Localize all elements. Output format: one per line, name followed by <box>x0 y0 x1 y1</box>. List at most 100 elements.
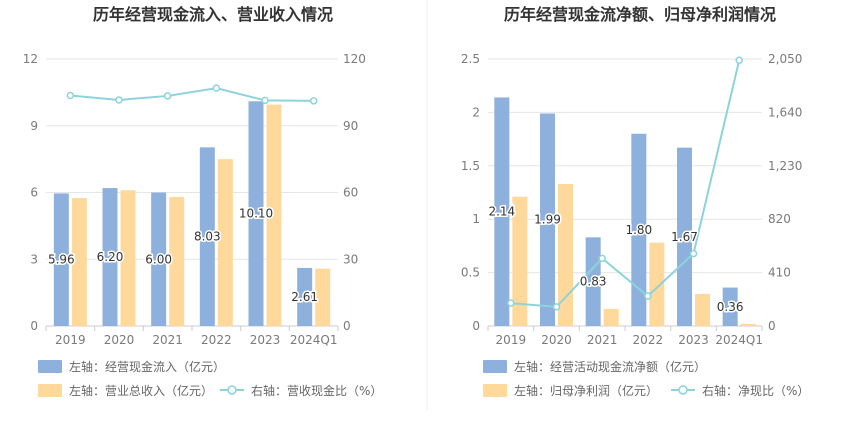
legend-swatch-series-2 <box>38 384 62 397</box>
line-point <box>598 254 606 263</box>
left-axis-tick: 1.5 <box>461 159 480 173</box>
bar-series-1 <box>53 193 69 326</box>
legend-label-series-2: 左轴：归母净利润（亿元） <box>514 383 658 398</box>
bar-series-1 <box>151 192 167 326</box>
data-label: 1.99 <box>534 213 561 227</box>
x-axis-tick-label: 2022 <box>201 333 232 347</box>
left-axis-tick: 1 <box>472 212 480 226</box>
line-point <box>689 249 698 258</box>
right-axis-tick: 2,050 <box>768 52 802 66</box>
right-axis-tick: 1,640 <box>768 105 802 119</box>
line-point <box>644 292 652 300</box>
data-label: 0.36 <box>717 300 744 314</box>
x-axis-tick-label: 2020 <box>541 333 572 347</box>
line-point <box>163 92 172 100</box>
line-point <box>115 96 123 104</box>
right-axis-tick: 820 <box>768 212 791 226</box>
right-axis-tick: 0 <box>343 319 351 333</box>
right-axis-tick: 30 <box>343 252 358 266</box>
chart-title: 历年经营现金流净额、归母净利润情况 <box>504 5 776 24</box>
left-axis-tick: 12 <box>23 52 38 66</box>
legend-marker-series-3 <box>678 385 688 395</box>
data-label: 1.80 <box>625 223 652 237</box>
right-axis-tick: 0 <box>768 319 776 333</box>
left-axis-tick: 0 <box>472 319 480 333</box>
bar-series-2 <box>512 196 528 326</box>
bar-series-2 <box>266 104 282 326</box>
bar-series-2 <box>649 242 665 326</box>
right-axis-tick: 60 <box>343 186 358 200</box>
x-axis-tick-label: 2020 <box>104 333 135 347</box>
bar-series-1 <box>248 101 264 327</box>
bar-series-1 <box>585 237 601 326</box>
bar-series-2 <box>558 183 573 326</box>
bar-series-2 <box>740 323 756 326</box>
data-label: 10.10 <box>239 207 273 221</box>
legend-label-series-1: 左轴：经营现金流入（亿元） <box>69 359 225 374</box>
chart-panel-2: 历年经营现金流净额、归母净利润情况 0 0.5 1 1.5 2 2.5 0 410 820 1,23… <box>461 5 810 398</box>
bar-series-2 <box>120 190 136 326</box>
legend-label-series-3: 右轴：净现比（%） <box>702 383 809 398</box>
left-axis-tick: 0 <box>30 319 38 333</box>
x-axis-tick-label: 2023 <box>678 333 709 347</box>
x-axis-tick-label: 2019 <box>55 333 86 347</box>
line-series-3 <box>510 60 741 308</box>
legend-label-series-3: 右轴：营收现金比（%） <box>251 383 382 398</box>
x-axis-tick-label: 2024Q1 <box>715 333 763 347</box>
chart-title: 历年经营现金流入、营业收入情况 <box>93 5 333 24</box>
bar-series-2 <box>217 159 233 326</box>
x-axis-tick-label: 2021 <box>587 333 618 347</box>
legend-marker-series-3 <box>227 385 237 395</box>
bar-series-2 <box>71 198 87 326</box>
bar-series-2 <box>603 308 619 326</box>
legend-label-series-1: 左轴：经营活动现金流净额（亿元） <box>514 359 706 374</box>
line-point <box>735 56 743 65</box>
bar-series-2 <box>695 293 710 326</box>
legend-swatch-series-1 <box>38 360 62 373</box>
line-point <box>212 84 221 92</box>
line-point <box>552 303 561 311</box>
right-axis-tick: 1,230 <box>768 159 802 173</box>
bar-series-1 <box>102 188 118 326</box>
right-axis-tick: 90 <box>343 119 358 133</box>
x-axis-tick-label: 2022 <box>633 333 664 347</box>
legend-swatch-series-2 <box>483 384 507 397</box>
bar-series-1 <box>631 133 647 326</box>
x-axis-tick-label: 2021 <box>152 333 183 347</box>
x-axis-tick-label: 2024Q1 <box>290 333 338 347</box>
bar-series-1 <box>722 287 738 326</box>
left-axis-tick: 0.5 <box>461 266 480 280</box>
bar-series-1 <box>677 147 692 326</box>
data-label: 6.00 <box>145 252 172 266</box>
line-series-3 <box>70 87 314 102</box>
data-label: 5.96 <box>48 253 75 267</box>
line-point <box>309 97 318 105</box>
left-axis-tick: 3 <box>30 252 38 266</box>
data-label: 2.61 <box>291 290 318 304</box>
data-label: 6.20 <box>97 250 124 264</box>
bar-series-1 <box>494 97 510 326</box>
line-point <box>66 91 75 100</box>
data-label: 1.67 <box>671 230 698 244</box>
left-axis-tick: 2 <box>472 105 480 119</box>
line-point <box>261 96 269 105</box>
line-point <box>507 299 515 307</box>
bar-series-1 <box>199 147 215 326</box>
legend-swatch-series-1 <box>483 360 507 373</box>
bar-series-1 <box>297 267 313 326</box>
data-label: 8.03 <box>194 230 221 244</box>
bar-series-2 <box>315 268 331 326</box>
right-axis-tick: 410 <box>768 266 791 280</box>
legend-label-series-2: 左轴：营业总收入（亿元） <box>69 383 213 398</box>
bar-series-1 <box>540 113 555 326</box>
right-axis-tick: 120 <box>343 52 366 66</box>
bar-series-2 <box>169 196 185 326</box>
data-label: 2.14 <box>488 205 515 219</box>
left-axis-tick: 2.5 <box>461 52 480 66</box>
left-axis-tick: 9 <box>30 119 38 133</box>
x-axis-tick-label: 2023 <box>250 333 281 347</box>
x-axis-tick-label: 2019 <box>496 333 527 347</box>
